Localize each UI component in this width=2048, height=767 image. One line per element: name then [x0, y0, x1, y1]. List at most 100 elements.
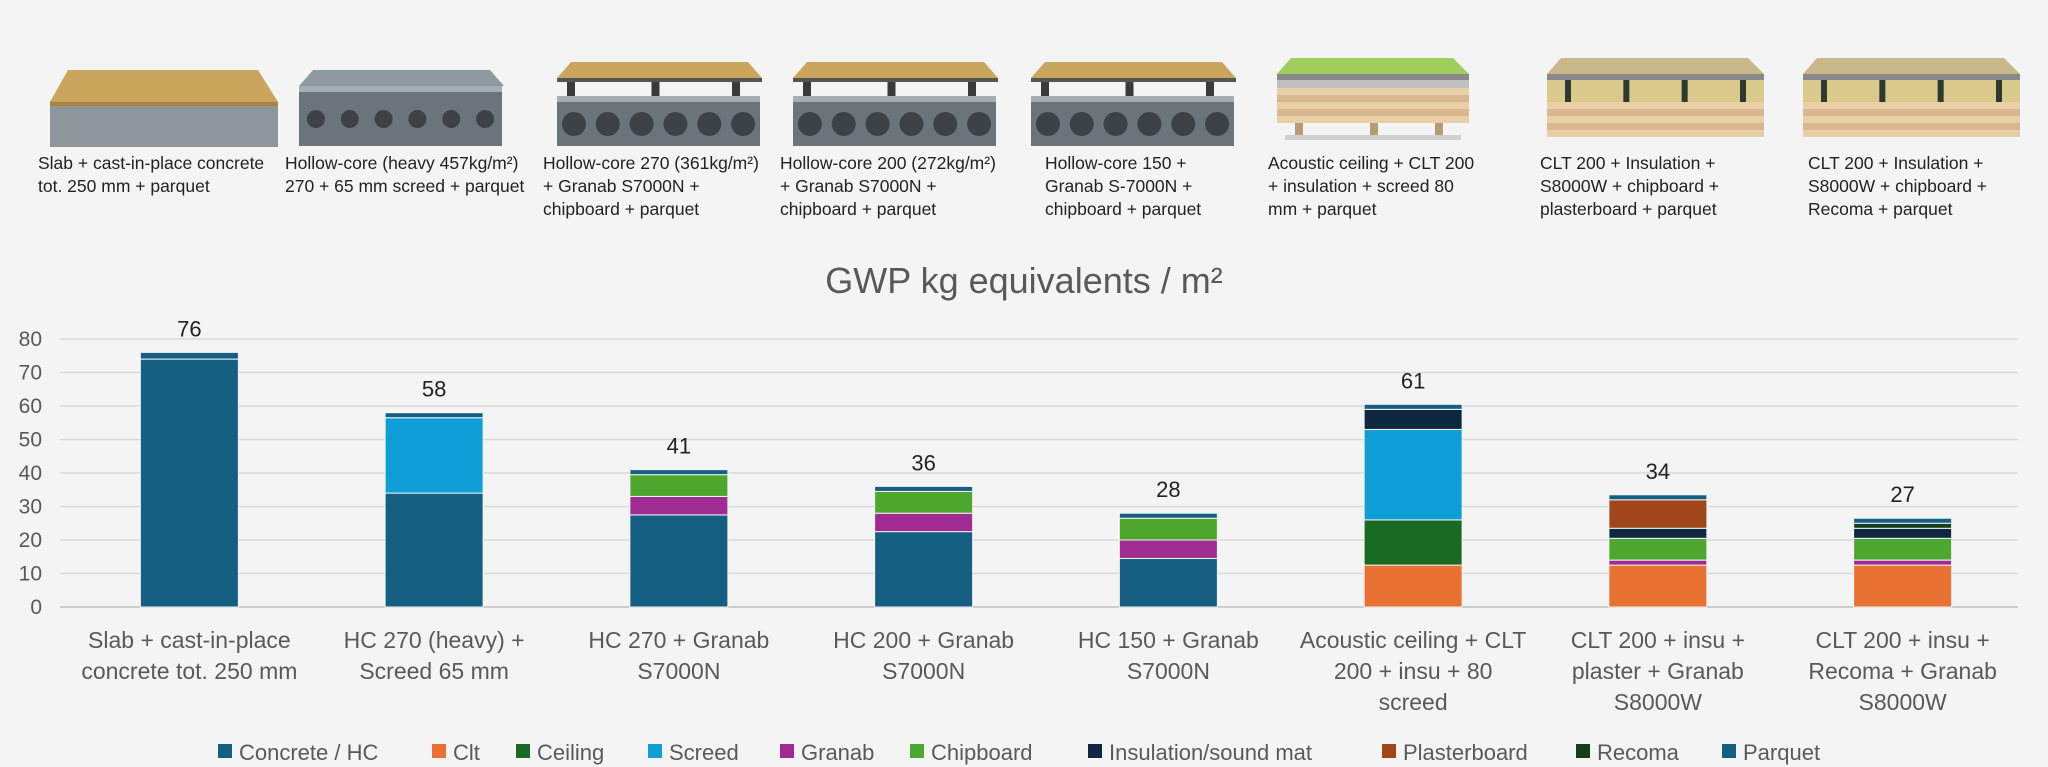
data-label: 61 [1401, 368, 1425, 393]
bar-segment-chipboard [629, 474, 729, 497]
y-tick-label: 10 [19, 563, 42, 586]
legend-swatch [516, 744, 530, 758]
product-caption: Slab + cast-in-place concrete tot. 250 m… [38, 153, 265, 196]
bar-segment-insulation-sound-mat [1608, 527, 1708, 539]
floor-section-image [1265, 40, 1475, 148]
data-label: 58 [422, 377, 446, 402]
x-tick-label: S7000N [882, 658, 965, 684]
floor-section-image [1017, 40, 1242, 148]
legend-label: Parquet [1743, 740, 1820, 765]
data-label: 76 [177, 316, 201, 341]
product-caption: Hollow-core 270 (361kg/m²) + Granab S700… [543, 153, 759, 219]
x-tick-label: S8000W [1859, 689, 1948, 715]
floor-section-image [38, 40, 278, 148]
bar-segment-chipboard [1118, 517, 1218, 541]
bar-segment-granab [1118, 539, 1218, 559]
bar-segment-granab [1608, 559, 1708, 566]
chart-title: GWP kg equivalents / m² [825, 260, 1223, 301]
x-tick-label: Recoma + Granab [1808, 658, 1997, 684]
x-tick-label: HC 150 + Granab [1078, 627, 1259, 653]
bar-segment-parquet [139, 351, 239, 360]
data-label: 34 [1646, 459, 1670, 484]
bar-segment-concrete-hc [629, 514, 729, 608]
product-caption: CLT 200 + Insulation + S8000W + chipboar… [1540, 153, 1720, 219]
bar-segment-recoma [1853, 522, 1953, 529]
bar-segment-clt [1608, 564, 1708, 608]
data-label: 28 [1156, 477, 1180, 502]
legend-label: Ceiling [537, 740, 604, 765]
bar-segment-chipboard [1853, 537, 1953, 561]
bar-segment-ceiling [1363, 519, 1463, 566]
legend-swatch [1576, 744, 1590, 758]
x-tick-label: Acoustic ceiling + CLT [1300, 627, 1526, 653]
x-tick-label: S7000N [1127, 658, 1210, 684]
floor-section-image [779, 40, 1004, 148]
bar-segment-insulation-sound-mat [1853, 527, 1953, 539]
floor-section-image [1791, 40, 2026, 148]
bar-segment-concrete-hc [874, 531, 974, 608]
x-tick-label: Slab + cast-in-place [88, 627, 291, 653]
data-label: 36 [911, 450, 935, 475]
x-tick-label: HC 270 (heavy) + [344, 627, 525, 653]
x-tick-label: CLT 200 + insu + [1815, 627, 1989, 653]
x-tick-label: 200 + insu + 80 [1334, 658, 1493, 684]
legend-swatch [1722, 744, 1736, 758]
x-tick-label: plaster + Granab [1572, 658, 1744, 684]
bar-segment-parquet [874, 485, 974, 492]
bar-segment-parquet [1118, 512, 1218, 519]
legend-label: Concrete / HC [239, 740, 378, 765]
bar-segment-concrete-hc [1118, 557, 1218, 608]
bar-segment-chipboard [1608, 537, 1708, 561]
bar-segment-chipboard [874, 490, 974, 514]
legend-label: Chipboard [931, 740, 1033, 765]
x-tick-label: HC 270 + Granab [588, 627, 769, 653]
legend-label: Plasterboard [1403, 740, 1528, 765]
legend-swatch [780, 744, 794, 758]
bar-segment-parquet [1363, 403, 1463, 410]
y-tick-label: 40 [19, 462, 42, 485]
legend-swatch [432, 744, 446, 758]
x-tick-label: CLT 200 + insu + [1571, 627, 1745, 653]
floor-section-image [1535, 40, 1770, 148]
x-tick-label: S8000W [1614, 689, 1703, 715]
legend-swatch [1382, 744, 1396, 758]
floor-section-image [543, 40, 768, 148]
product-caption: Hollow-core (heavy 457kg/m²) 270 + 65 mm… [285, 153, 525, 196]
bar-segment-screed [1363, 428, 1463, 521]
y-tick-label: 80 [19, 328, 42, 351]
bar-segment-clt [1363, 564, 1463, 608]
bar-segment-plasterboard [1608, 499, 1708, 529]
y-tick-label: 60 [19, 395, 42, 418]
bar-segment-parquet [1853, 517, 1953, 524]
bar-segment-concrete-hc [139, 358, 239, 608]
y-tick-label: 20 [19, 529, 42, 552]
x-tick-label: S7000N [637, 658, 720, 684]
bar-segment-clt [1853, 564, 1953, 608]
product-caption: Acoustic ceiling + CLT 200 + insulation … [1268, 153, 1475, 219]
legend-swatch [1088, 744, 1102, 758]
bar-segment-screed [384, 417, 484, 494]
bar-segment-concrete-hc [384, 492, 484, 608]
legend-swatch [218, 744, 232, 758]
product-caption: Hollow-core 200 (272kg/m²) + Granab S700… [780, 153, 996, 219]
x-tick-label: screed [1379, 689, 1448, 715]
y-tick-label: 50 [19, 429, 42, 452]
product-caption: Hollow-core 150 + Granab S-7000N + chipb… [1045, 153, 1202, 219]
bar-segment-insulation-sound-mat [1363, 408, 1463, 430]
legend-label: Insulation/sound mat [1109, 740, 1312, 765]
legend-swatch [910, 744, 924, 758]
bar-segment-granab [874, 512, 974, 533]
y-tick-label: 0 [30, 596, 42, 619]
floor-section-image [285, 40, 510, 148]
legend-label: Recoma [1597, 740, 1680, 765]
legend-swatch [648, 744, 662, 758]
data-label: 41 [667, 434, 691, 459]
legend-label: Screed [669, 740, 739, 765]
bar-segment-parquet [629, 469, 729, 476]
x-tick-label: concrete tot. 250 mm [81, 658, 297, 684]
product-caption: CLT 200 + Insulation + S8000W + chipboar… [1808, 153, 1988, 219]
legend-label: Clt [453, 740, 480, 765]
x-tick-label: HC 200 + Granab [833, 627, 1014, 653]
bar-segment-parquet [1608, 494, 1708, 501]
